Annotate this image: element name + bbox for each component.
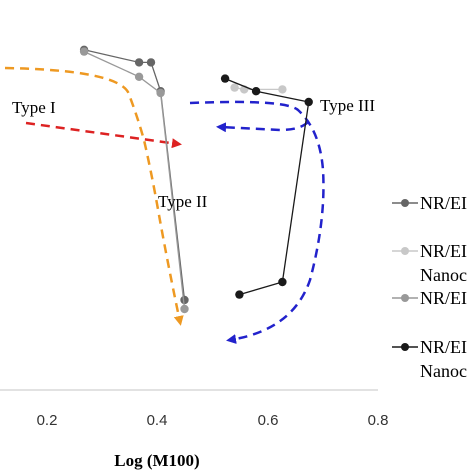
annotation-labels: Type I Type II Type III	[12, 96, 375, 211]
data-point	[304, 97, 313, 107]
legend-item: NR/EI Nanoc	[392, 241, 467, 285]
type-iii-return-arrow	[216, 121, 309, 133]
data-point	[180, 295, 189, 305]
x-tick-label: 0.8	[368, 412, 389, 429]
data-point	[79, 47, 89, 56]
type-i-arrow	[25, 121, 182, 149]
data-point	[235, 290, 244, 299]
legend-label: NR/EI	[420, 193, 467, 213]
legend-item: NR/EI	[392, 193, 467, 213]
type-ii-label: Type II	[158, 192, 208, 211]
legend-label: NR/EI	[420, 337, 467, 357]
x-tick-label: 0.6	[258, 412, 279, 429]
x-tick-label: 0.4	[147, 412, 168, 429]
data-point	[278, 277, 287, 287]
data-point	[230, 83, 239, 92]
data-point	[180, 304, 189, 314]
legend-label: NR/EI	[420, 241, 467, 261]
data-point	[156, 88, 165, 98]
series-line	[83, 51, 186, 310]
data-point	[220, 74, 230, 83]
legend-item: NR/EI Nanoc	[392, 337, 467, 381]
type-iii-arrow	[189, 100, 325, 344]
legend-label-line2: Nanoc	[420, 265, 467, 285]
type-iii-label: Type III	[320, 96, 375, 115]
legend-swatch-marker	[401, 343, 409, 351]
series	[230, 83, 287, 94]
legend: NR/EI NR/EI Nanoc NR/EI NR/EI Nanoc	[392, 193, 467, 381]
legend-label: NR/EI	[420, 288, 467, 308]
data-point	[134, 58, 144, 67]
legend-item: NR/EI	[392, 288, 467, 308]
type-i-label: Type I	[12, 98, 56, 117]
x-tick-label: 0.2	[37, 412, 58, 429]
x-axis-title: Log (M100)	[114, 451, 199, 470]
series-line	[224, 77, 310, 296]
x-tick-labels: 0.2 0.4 0.6 0.8	[37, 412, 389, 429]
data-point	[146, 58, 156, 67]
series-layer	[79, 45, 313, 314]
series	[79, 45, 189, 305]
series	[220, 74, 313, 299]
legend-label-line2: Nanoc	[420, 361, 467, 381]
legend-swatch-marker	[401, 294, 409, 302]
data-point	[134, 72, 144, 82]
legend-swatch-marker	[401, 247, 409, 255]
plot-area: 0.2 0.4 0.6 0.8 Log (M100) Type I Type I…	[0, 45, 389, 470]
series	[79, 47, 189, 314]
type-ii-arrow	[4, 66, 184, 326]
legend-swatch-marker	[401, 199, 409, 207]
data-point	[251, 87, 261, 96]
data-point	[278, 85, 287, 94]
